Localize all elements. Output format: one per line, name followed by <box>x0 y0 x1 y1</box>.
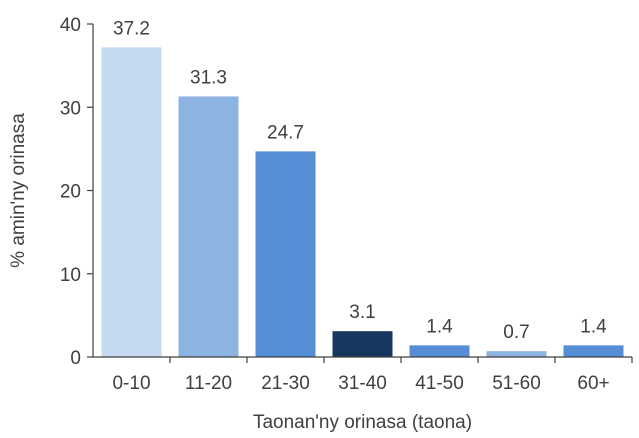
bar <box>409 345 470 357</box>
bar <box>332 331 393 357</box>
bar <box>255 151 316 357</box>
x-tick-label: 51-60 <box>492 373 541 394</box>
data-label: 1.4 <box>426 316 453 337</box>
data-label: 3.1 <box>349 302 375 323</box>
y-tick-label: 20 <box>60 182 81 203</box>
y-axis: 0 10 20 30 40 <box>60 15 93 369</box>
bar <box>101 47 162 358</box>
x-tick-label: 21-30 <box>261 373 310 394</box>
y-axis-title: % amin'ny orinasa <box>8 113 29 268</box>
x-axis: 0-10 11-20 21-30 31-40 41-50 51-60 60+ <box>112 357 633 394</box>
data-label: 0.7 <box>503 322 529 343</box>
bar-series <box>101 47 624 358</box>
x-tick-label: 41-50 <box>415 373 464 394</box>
x-axis-title: Taonan'ny orinasa (taona) <box>253 412 472 433</box>
data-labels: 37.2 31.3 24.7 3.1 1.4 0.7 1.4 <box>113 18 607 343</box>
bar <box>486 351 547 357</box>
bar <box>178 96 239 358</box>
data-label: 31.3 <box>190 67 227 88</box>
y-tick-label: 10 <box>60 265 81 286</box>
data-label: 24.7 <box>267 122 304 143</box>
x-tick-label: 60+ <box>577 373 609 394</box>
x-tick-label: 11-20 <box>185 373 232 394</box>
bar <box>563 345 624 357</box>
x-tick-label: 31-40 <box>338 373 387 394</box>
data-label: 1.4 <box>580 316 607 337</box>
y-tick-label: 0 <box>70 348 81 369</box>
x-tick-label: 0-10 <box>112 373 150 394</box>
y-tick-label: 40 <box>60 15 81 36</box>
y-tick-label: 30 <box>60 98 81 119</box>
data-label: 37.2 <box>113 18 150 39</box>
